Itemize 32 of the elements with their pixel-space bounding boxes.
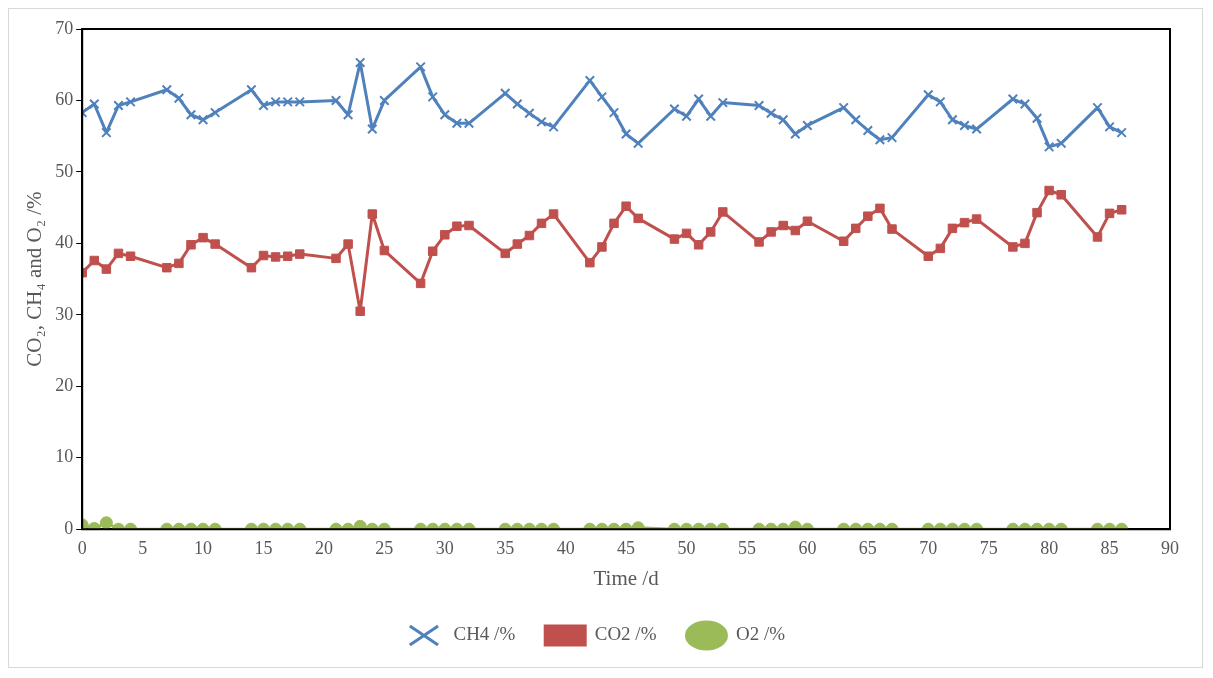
y-tick-label: 60: [55, 89, 74, 110]
y-tick-label: 10: [55, 446, 74, 467]
y-axis-title: CO₂, CH₄ and O₂ /%: [22, 191, 47, 367]
y-tick-label: 0: [64, 517, 74, 538]
x-tick-label: 85: [1100, 537, 1119, 558]
x-tick-label: 25: [375, 537, 394, 558]
x-tick-label: 50: [677, 537, 696, 558]
x-tick-label: 20: [314, 537, 333, 558]
x-tick-label: 80: [1040, 537, 1059, 558]
y-tick-label: 70: [55, 17, 74, 38]
x-tick-label: 40: [556, 537, 575, 558]
legend-label: CH4 /%: [453, 623, 516, 645]
legend-label: O2 /%: [735, 623, 786, 645]
y-tick-label: 50: [55, 160, 74, 181]
x-tick-label: 15: [254, 537, 273, 558]
y-tick-label: 30: [55, 303, 74, 324]
x-tick-label: 65: [858, 537, 877, 558]
x-tick-label: 30: [435, 537, 454, 558]
x-tick-label: 10: [194, 537, 213, 558]
x-tick-label: 70: [919, 537, 938, 558]
x-tick-label: 55: [737, 537, 756, 558]
x-tick-label: 90: [1161, 537, 1179, 558]
y-tick-label: 40: [55, 232, 74, 253]
x-tick-label: 75: [979, 537, 998, 558]
x-tick-label: 0: [77, 537, 87, 558]
x-axis-title: Time /d: [593, 565, 660, 590]
y-tick-label: 20: [55, 375, 74, 396]
x-tick-label: 35: [496, 537, 515, 558]
x-tick-label: 60: [798, 537, 817, 558]
x-tick-label: 45: [617, 537, 636, 558]
legend-label: CO2 /%: [594, 623, 657, 645]
x-tick-label: 5: [138, 537, 148, 558]
